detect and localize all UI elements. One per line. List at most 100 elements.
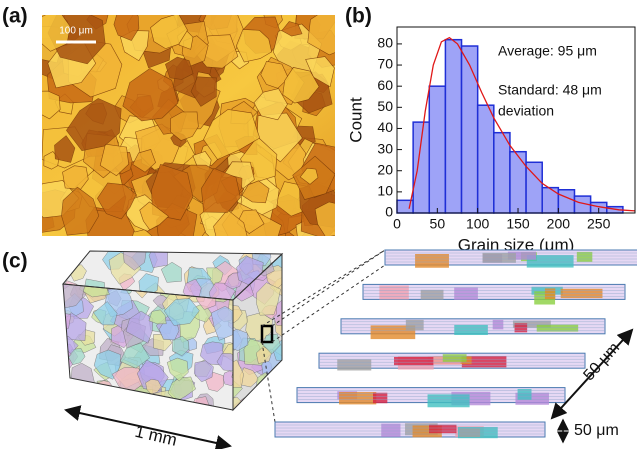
- grain: [307, 15, 335, 56]
- x-tick-label: 200: [547, 216, 571, 232]
- grain: [139, 201, 169, 231]
- plot-frame: [396, 26, 636, 214]
- bar: [412, 121, 431, 214]
- grain-cell: [93, 349, 121, 380]
- grain-cell: [63, 344, 69, 360]
- slab-grain: [482, 252, 516, 263]
- x-tick-label: 250: [587, 216, 611, 232]
- bar: [541, 186, 560, 214]
- y-tick-label: 0: [385, 204, 393, 220]
- grain: [42, 90, 61, 120]
- grain-cell: [136, 359, 169, 392]
- grain: [165, 56, 194, 80]
- annotation: Average: 95 μm: [498, 43, 597, 59]
- grain: [170, 111, 199, 141]
- grain-texture: [42, 15, 335, 236]
- x-tick-label: 150: [506, 216, 530, 232]
- y-axis-label: Count: [346, 97, 365, 143]
- grain-cell: [114, 392, 141, 410]
- spacing-label: 50 μm: [580, 339, 623, 384]
- grain-cell: [100, 393, 121, 410]
- grain: [66, 98, 122, 152]
- slab-stack: [274, 249, 637, 439]
- slab-grain: [372, 392, 388, 404]
- y-tick-label: 40: [377, 119, 393, 135]
- slab-grain: [454, 324, 488, 336]
- scale-bar-label: 100 μm: [59, 26, 93, 37]
- grain-cell: [63, 381, 69, 397]
- bar: [444, 38, 463, 214]
- y-tick-label: 60: [377, 77, 393, 93]
- slab-grain: [507, 251, 537, 260]
- grain: [151, 164, 194, 221]
- grain-cell: [262, 376, 282, 404]
- grain: [122, 68, 179, 122]
- grain: [201, 167, 241, 213]
- slab-grain: [442, 354, 467, 362]
- x-tick-label: 100: [466, 216, 490, 232]
- slab-grain: [412, 425, 442, 438]
- slab-grain: [379, 285, 409, 300]
- slab-grain: [394, 356, 434, 366]
- grain-cell: [163, 298, 200, 326]
- grain: [97, 182, 137, 220]
- panel-label: (a): [2, 5, 28, 28]
- grain-cell: [256, 282, 281, 316]
- x-tick-label: 50: [430, 216, 446, 232]
- grain: [132, 149, 156, 173]
- grain-cell: [63, 406, 79, 410]
- length-arrow: [64, 405, 232, 449]
- y-tick-label: 50: [377, 98, 393, 114]
- slab-grain: [459, 428, 481, 437]
- slab-grain: [405, 319, 424, 331]
- panel-label: (c): [2, 250, 28, 273]
- slab-grain: [461, 356, 507, 368]
- grain-cell: [209, 282, 236, 300]
- grain-cell: [269, 369, 282, 387]
- grain-cell: [160, 261, 182, 283]
- grain-cell: [148, 309, 167, 325]
- grain-cell: [262, 333, 281, 355]
- fit-curve: [408, 36, 636, 212]
- grain: [150, 15, 188, 49]
- length-label: 1 mm: [133, 422, 179, 449]
- bar: [476, 104, 495, 214]
- slab-grain: [339, 392, 377, 405]
- y-tick-label: 30: [377, 140, 393, 156]
- annotation: Standard: 48 μm: [498, 82, 602, 98]
- grain-cell: [193, 360, 214, 383]
- slab-grain: [415, 254, 449, 268]
- grain-cell: [82, 403, 103, 410]
- grain: [203, 109, 261, 160]
- bar: [428, 85, 447, 214]
- slab-grain: [429, 424, 457, 434]
- grain: [213, 209, 248, 236]
- grain: [113, 15, 140, 41]
- grain: [314, 201, 335, 236]
- bar: [557, 189, 576, 214]
- grain-cell: [264, 381, 282, 410]
- grain: [99, 143, 130, 177]
- grain: [54, 135, 76, 163]
- y-tick-label: 70: [377, 56, 393, 72]
- grain-cell: [94, 389, 123, 410]
- thickness-label: 50 μm: [574, 422, 619, 439]
- grain-cell: [63, 378, 78, 398]
- grain-cell: [122, 251, 147, 271]
- grain: [241, 180, 270, 204]
- bar: [460, 45, 479, 214]
- grain-cell: [72, 380, 90, 395]
- slab-grain: [370, 325, 416, 340]
- grain-cell: [233, 328, 249, 351]
- grain: [190, 76, 217, 107]
- grain-cell: [216, 353, 233, 372]
- slab-grain: [526, 255, 574, 268]
- x-tick-label: 0: [393, 216, 401, 232]
- grain-cell: [106, 392, 138, 410]
- grain: [235, 29, 273, 63]
- box-outline: [62, 249, 386, 423]
- panel-label: (b): [345, 5, 372, 28]
- bar: [493, 131, 511, 214]
- grain-cell: [63, 383, 90, 410]
